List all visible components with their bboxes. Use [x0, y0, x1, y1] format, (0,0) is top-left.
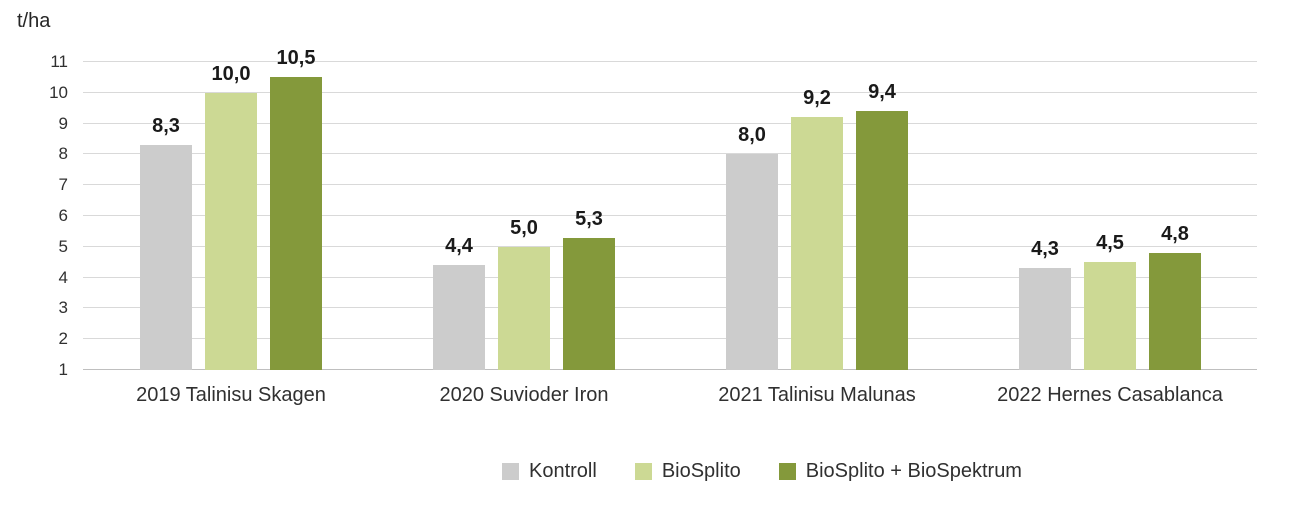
legend: Kontroll BioSplito BioSplito + BioSpektrum [0, 460, 1300, 483]
category-label: 2022 Hernes Casablanca [997, 384, 1223, 406]
bar [140, 145, 192, 370]
y-tick-label: 4 [58, 267, 68, 287]
y-tick-label: 11 [50, 52, 68, 71]
category-label: 2019 Talinisu Skagen [136, 384, 326, 406]
y-tick-label: 8 [58, 144, 68, 164]
plot-area: 1 2 3 4 5 6 7 8 9 10 11 8,3 10,0 10,5 4,4 5,0 5,3 8,0 9,2 9… [49, 47, 1257, 379]
bar-value-label: 4,3 [1031, 238, 1059, 261]
y-tick-label: 2 [58, 329, 68, 349]
bar-value-label: 9,4 [868, 81, 896, 104]
bar [1149, 252, 1201, 370]
legend-label: Kontroll [529, 460, 597, 482]
y-tick-label: 9 [58, 113, 68, 133]
gridline [83, 307, 1257, 309]
y-tick-label: 3 [58, 298, 68, 318]
legend-label: BioSplito + BioSpektrum [805, 460, 1022, 482]
gridline [83, 338, 1257, 340]
legend-item: BioSplito [634, 460, 741, 483]
y-tick-label: 10 [49, 82, 68, 102]
legend-item: BioSplito + BioSpektrum [778, 460, 1022, 483]
gridline [83, 276, 1257, 278]
category-label: 2020 Suvioder Iron [439, 384, 609, 406]
bar [270, 77, 322, 370]
legend-swatch-icon [634, 463, 652, 480]
legend-swatch-icon [778, 463, 796, 480]
bar [498, 246, 550, 370]
bar-value-label: 4,5 [1096, 232, 1124, 255]
category-label: 2021 Talinisu Malunas [718, 384, 916, 406]
bar-value-label: 4,4 [445, 235, 473, 258]
y-tick-label: 6 [58, 206, 68, 225]
bar [563, 237, 615, 370]
legend-swatch-icon [502, 463, 519, 480]
x-axis-line [83, 369, 1257, 370]
bar [791, 117, 843, 370]
bar [726, 154, 778, 370]
gridline [83, 122, 1257, 124]
bar [856, 111, 908, 370]
bar-value-label: 8,0 [738, 124, 766, 147]
legend-label: BioSplito [661, 460, 741, 482]
bar-value-label: 10,0 [211, 62, 251, 85]
gridline [83, 184, 1257, 186]
bar-value-label: 10,5 [276, 47, 316, 70]
bar [205, 92, 257, 370]
bar-value-label: 8,3 [152, 115, 180, 138]
gridline [83, 91, 1257, 93]
bar [1084, 262, 1136, 370]
bar [433, 265, 485, 370]
bar-value-label: 9,2 [803, 87, 831, 110]
y-tick-label: 5 [58, 236, 68, 256]
bar-value-label: 5,0 [510, 216, 538, 239]
bar-value-label: 4,8 [1161, 222, 1189, 245]
bar-value-label: 5,3 [575, 207, 603, 230]
y-tick-label: 7 [58, 175, 68, 195]
y-axis-unit-label: t/ha [17, 10, 51, 32]
gridline [83, 153, 1257, 155]
y-tick-label: 1 [58, 360, 68, 379]
gridline [83, 245, 1257, 247]
bar [1019, 268, 1071, 370]
gridline [83, 61, 1257, 62]
legend-item: Kontroll [502, 460, 597, 483]
gridline [83, 215, 1257, 216]
